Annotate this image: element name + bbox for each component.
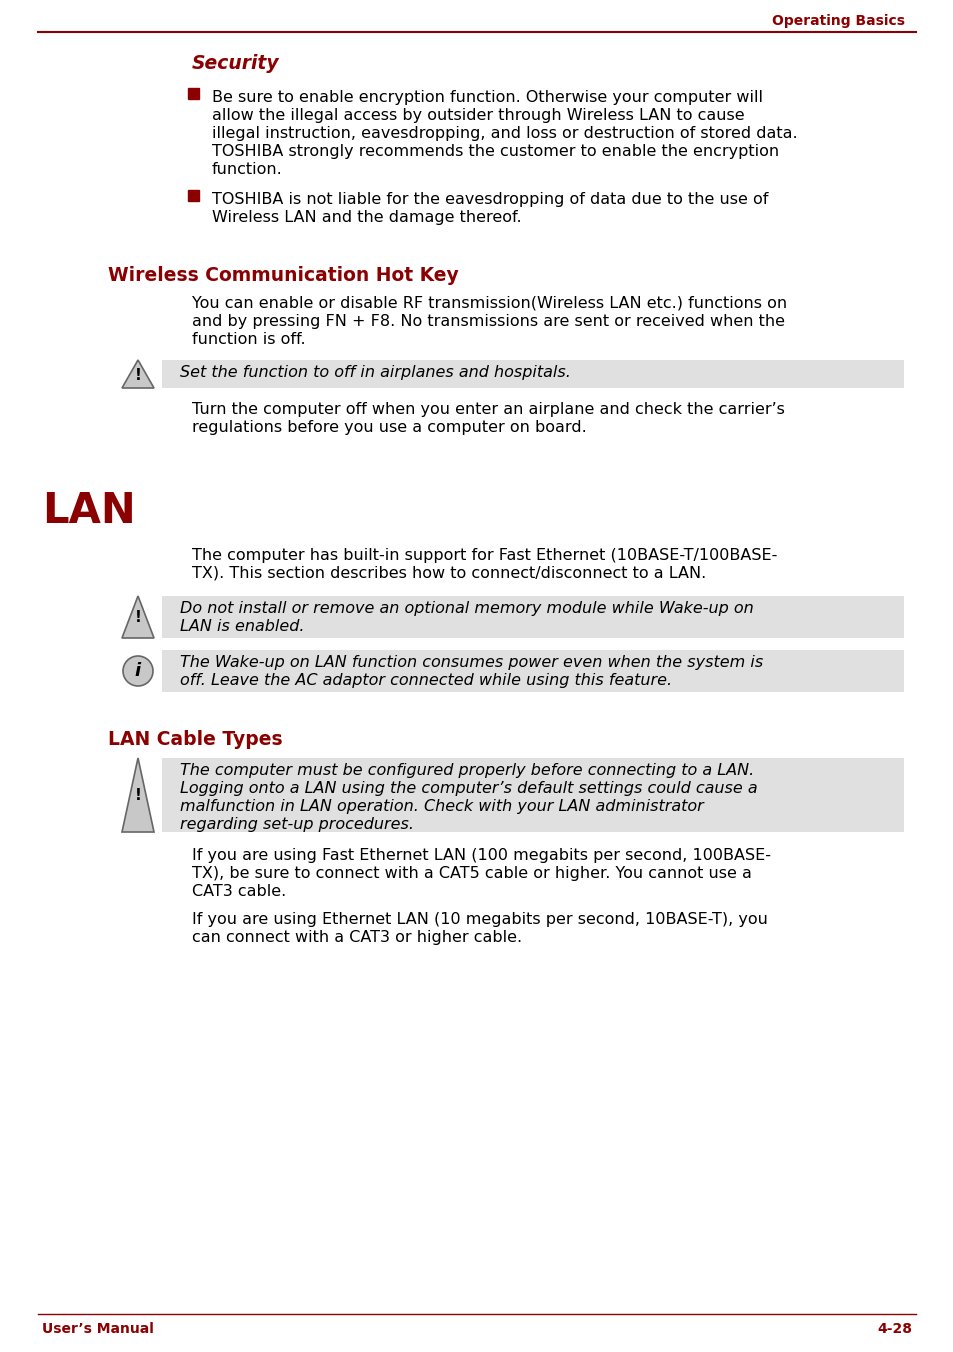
Text: User’s Manual: User’s Manual [42,1322,153,1336]
Text: The computer has built-in support for Fast Ethernet (10BASE-T/100BASE-: The computer has built-in support for Fa… [192,548,777,562]
Text: function is off.: function is off. [192,333,305,347]
Text: function.: function. [212,162,282,177]
Text: 4-28: 4-28 [876,1322,911,1336]
Text: TOSHIBA is not liable for the eavesdropping of data due to the use of: TOSHIBA is not liable for the eavesdropp… [212,192,767,207]
Polygon shape [122,360,153,388]
Text: If you are using Fast Ethernet LAN (100 megabits per second, 100BASE-: If you are using Fast Ethernet LAN (100 … [192,848,770,863]
Text: Security: Security [192,54,279,73]
Text: Wireless Communication Hot Key: Wireless Communication Hot Key [108,266,458,285]
Text: regarding set-up procedures.: regarding set-up procedures. [180,817,414,831]
Text: !: ! [134,611,141,626]
FancyBboxPatch shape [162,650,903,692]
Text: CAT3 cable.: CAT3 cable. [192,884,286,899]
Text: Be sure to enable encryption function. Otherwise your computer will: Be sure to enable encryption function. O… [212,91,762,105]
Text: Turn the computer off when you enter an airplane and check the carrier’s: Turn the computer off when you enter an … [192,402,784,416]
Text: off. Leave the AC adaptor connected while using this feature.: off. Leave the AC adaptor connected whil… [180,673,672,688]
Polygon shape [122,596,153,638]
Bar [188,191,199,201]
Text: malfunction in LAN operation. Check with your LAN administrator: malfunction in LAN operation. Check with… [180,799,703,814]
Text: TOSHIBA strongly recommends the customer to enable the encryption: TOSHIBA strongly recommends the customer… [212,145,779,160]
Text: can connect with a CAT3 or higher cable.: can connect with a CAT3 or higher cable. [192,930,521,945]
Text: LAN is enabled.: LAN is enabled. [180,619,304,634]
Text: Do not install or remove an optional memory module while Wake-up on: Do not install or remove an optional mem… [180,602,753,617]
Text: illegal instruction, eavesdropping, and loss or destruction of stored data.: illegal instruction, eavesdropping, and … [212,126,797,141]
Text: Set the function to off in airplanes and hospitals.: Set the function to off in airplanes and… [180,365,570,380]
Text: !: ! [134,788,141,803]
Text: If you are using Ethernet LAN (10 megabits per second, 10BASE-T), you: If you are using Ethernet LAN (10 megabi… [192,913,767,927]
Text: !: ! [134,368,141,383]
Text: LAN: LAN [42,489,135,531]
Polygon shape [122,758,153,831]
Circle shape [123,656,152,685]
FancyBboxPatch shape [162,596,903,638]
FancyBboxPatch shape [162,758,903,831]
Text: allow the illegal access by outsider through Wireless LAN to cause: allow the illegal access by outsider thr… [212,108,744,123]
Text: You can enable or disable RF transmission(Wireless LAN etc.) functions on: You can enable or disable RF transmissio… [192,296,786,311]
Text: LAN Cable Types: LAN Cable Types [108,730,282,749]
Text: TX). This section describes how to connect/disconnect to a LAN.: TX). This section describes how to conne… [192,566,705,581]
Text: TX), be sure to connect with a CAT5 cable or higher. You cannot use a: TX), be sure to connect with a CAT5 cabl… [192,867,751,882]
Text: regulations before you use a computer on board.: regulations before you use a computer on… [192,420,586,435]
FancyBboxPatch shape [162,360,903,388]
Bar [188,88,199,99]
Text: The computer must be configured properly before connecting to a LAN.: The computer must be configured properly… [180,763,754,777]
Text: and by pressing FN + F8. No transmissions are sent or received when the: and by pressing FN + F8. No transmission… [192,314,784,329]
Text: The Wake-up on LAN function consumes power even when the system is: The Wake-up on LAN function consumes pow… [180,654,762,671]
Text: Logging onto a LAN using the computer’s default settings could cause a: Logging onto a LAN using the computer’s … [180,781,757,796]
Text: Operating Basics: Operating Basics [771,14,904,28]
Text: Wireless LAN and the damage thereof.: Wireless LAN and the damage thereof. [212,210,521,224]
Text: i: i [134,662,141,680]
